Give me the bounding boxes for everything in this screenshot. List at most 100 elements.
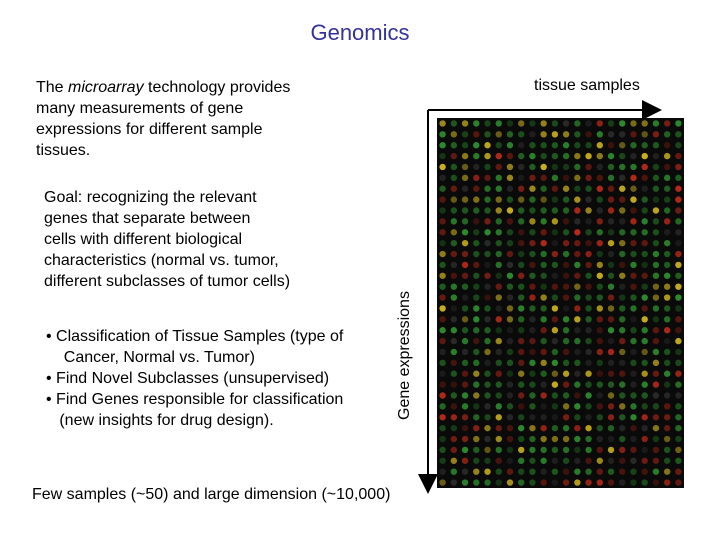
microarray-spot: [619, 174, 626, 182]
microarray-spot: [675, 316, 682, 323]
microarray-spot: [529, 305, 536, 312]
microarray-spot: [495, 435, 502, 443]
microarray-spot: [574, 131, 581, 138]
microarray-spot: [630, 196, 637, 203]
microarray-spot: [562, 348, 570, 356]
microarray-spot: [540, 446, 547, 454]
microarray-spot: [473, 239, 480, 247]
microarray-spot: [495, 348, 502, 356]
microarray-spot: [585, 218, 592, 225]
microarray-spot: [652, 239, 660, 247]
microarray-spot: [450, 381, 458, 388]
microarray-spot: [484, 196, 491, 203]
microarray-spot: [652, 174, 660, 182]
microarray-spot: [596, 294, 603, 301]
microarray-spot: [585, 131, 592, 138]
intro-line-2: many measurements of gene: [36, 100, 244, 117]
microarray-spot: [641, 370, 648, 377]
microarray-spot: [630, 250, 637, 258]
microarray-spot: [663, 131, 671, 138]
microarray-spot: [461, 261, 469, 269]
microarray-spot: [663, 403, 671, 410]
microarray-spot: [574, 218, 581, 225]
microarray-spot: [473, 424, 480, 432]
microarray-spot: [473, 403, 480, 410]
microarray-spot: [484, 392, 491, 399]
microarray-spot: [540, 392, 547, 399]
microarray-spot: [473, 185, 480, 192]
microarray-spot: [506, 468, 514, 475]
microarray-spot: [506, 392, 514, 399]
microarray-spot: [675, 435, 682, 443]
microarray-spot: [619, 479, 626, 486]
microarray-spot: [518, 337, 525, 345]
microarray-spot: [529, 239, 536, 247]
microarray-spot: [630, 435, 637, 443]
microarray-spot: [619, 196, 626, 203]
microarray-spot: [652, 283, 660, 290]
microarray-spot: [607, 457, 615, 464]
microarray-spot: [641, 457, 648, 464]
microarray-spot: [562, 305, 570, 312]
microarray-spot: [652, 424, 660, 432]
microarray-spot: [439, 174, 446, 182]
microarray-spot: [518, 414, 525, 421]
microarray-spot: [562, 239, 570, 247]
microarray-spot: [540, 381, 547, 388]
microarray-spot: [484, 218, 491, 225]
microarray-spot: [551, 283, 559, 290]
microarray-spot: [574, 392, 581, 399]
microarray-spot: [630, 316, 637, 323]
microarray-spot: [619, 370, 626, 377]
microarray-spot: [630, 131, 637, 138]
microarray-spot: [506, 370, 514, 377]
bullet-item: (new insights for drug design).: [46, 412, 274, 429]
microarray-spot: [675, 131, 682, 138]
microarray-spot: [607, 479, 615, 486]
microarray-spot: [574, 229, 581, 236]
microarray-spot: [652, 218, 660, 225]
microarray-spot: [596, 283, 603, 290]
microarray-spot: [461, 468, 469, 475]
microarray-spot: [574, 468, 581, 475]
microarray-spot: [461, 479, 469, 486]
microarray-spot: [630, 348, 637, 356]
microarray-spot: [574, 479, 581, 486]
microarray-spot: [630, 479, 637, 486]
microarray-spot: [450, 272, 458, 279]
microarray-spot: [641, 250, 648, 258]
microarray-spot: [540, 370, 547, 377]
microarray-spot: [607, 316, 615, 323]
microarray-spot: [585, 381, 592, 388]
microarray-spot: [562, 229, 570, 236]
microarray-spot: [495, 479, 502, 486]
microarray-spot: [641, 174, 648, 182]
microarray-spot: [439, 120, 446, 127]
microarray-spot: [675, 218, 682, 225]
microarray-spot: [607, 131, 615, 138]
microarray-spot: [450, 250, 458, 258]
microarray-spot: [450, 403, 458, 410]
microarray-spot: [574, 207, 581, 214]
microarray-spot: [540, 435, 547, 443]
microarray-spot: [619, 152, 626, 160]
microarray-spot: [506, 152, 514, 160]
microarray-spot: [518, 261, 525, 269]
microarray-spot: [585, 468, 592, 475]
microarray-spot: [619, 185, 626, 192]
microarray-spot: [574, 185, 581, 192]
microarray-spot: [439, 185, 446, 192]
microarray-spot: [562, 446, 570, 454]
microarray-spot: [540, 316, 547, 323]
microarray-spot: [619, 468, 626, 475]
microarray-spot: [562, 283, 570, 290]
microarray-spot: [596, 370, 603, 377]
microarray-spot: [473, 479, 480, 486]
microarray-spot: [439, 446, 446, 454]
microarray-spot: [518, 163, 525, 171]
footer-text: Few samples (~50) and large dimension (~…: [32, 486, 391, 503]
microarray-spot: [529, 446, 536, 454]
microarray-spot: [439, 479, 446, 486]
microarray-spot: [484, 381, 491, 388]
microarray-spot: [641, 283, 648, 290]
